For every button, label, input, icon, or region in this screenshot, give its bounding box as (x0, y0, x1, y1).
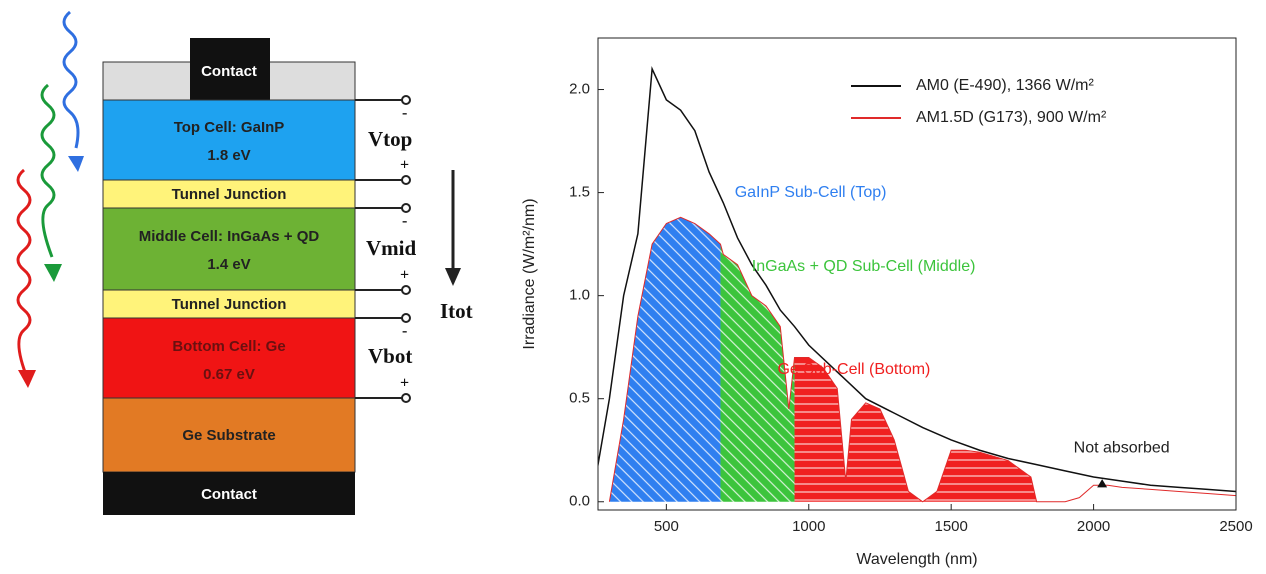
layer-label: Tunnel Junction (172, 186, 287, 203)
sub-cell-area (794, 357, 1037, 502)
layer-label: Middle Cell: InGaAs + QD (139, 228, 320, 245)
y-axis-label: Irradiance (W/m²/nm) (521, 198, 538, 349)
x-tick-label: 2000 (1077, 518, 1110, 535)
layer-label: Tunnel Junction (172, 296, 287, 313)
light-ray (16, 168, 32, 381)
series-line (598, 66, 1236, 493)
light-ray (62, 10, 80, 149)
tunnel-junction (102, 289, 356, 319)
terminals (355, 95, 411, 403)
x-tick-label: 2500 (1219, 518, 1252, 535)
current-label: Itot (440, 299, 473, 323)
region-label: GaInP Sub-Cell (Top) (735, 184, 887, 201)
minus-sign: - (402, 213, 407, 230)
minus-sign: - (402, 105, 407, 122)
plus-sign: + (400, 157, 409, 174)
layer-energy: 0.67 eV (203, 366, 255, 383)
y-tick-label: 1.5 (569, 184, 590, 201)
bottom-cell (102, 317, 356, 399)
x-axis-label: Wavelength (nm) (856, 551, 977, 568)
sub-cell-area (609, 217, 721, 502)
legend-label: AM0 (E-490), 1366 W/m² (916, 77, 1095, 94)
layer-label: Bottom Cell: Ge (172, 338, 285, 355)
layer-label: Top Cell: GaInP (174, 119, 285, 136)
layer-energy: 1.4 eV (207, 256, 250, 273)
annotation-arrow (1097, 479, 1108, 488)
x-tick-label: 1000 (792, 518, 825, 535)
terminal (401, 393, 411, 403)
y-tick-label: 1.0 (569, 287, 590, 304)
light-ray (40, 83, 56, 258)
middle-cell (102, 207, 356, 291)
spectrum-chart: 0.0 0.5 1.0 1.5 2.0 500 1000 1500 2000 2500 Wavele… (521, 37, 1253, 568)
y-tick-label: 0.0 (569, 493, 590, 510)
layer-label: Ge Substrate (182, 427, 275, 444)
x-tick-label: 1500 (934, 518, 967, 535)
region-label: InGaAs + QD Sub-Cell (Middle) (752, 258, 976, 275)
y-tick-label: 0.5 (569, 390, 590, 407)
y-tick-label: 2.0 (569, 80, 590, 97)
series-line (608, 216, 1236, 503)
voltage-label: Vmid (366, 236, 416, 260)
cell-diagram: Contact Top Cell: GaInP 1.8 eV Tunnel Ju… (16, 10, 473, 515)
substrate (102, 397, 356, 473)
top-cell (102, 99, 356, 181)
layer-energy: 1.8 eV (207, 147, 250, 164)
terminal (401, 95, 411, 105)
layer-label: Contact (201, 486, 257, 503)
terminal (401, 285, 411, 295)
contact-tab (190, 38, 270, 100)
arrow-head (44, 264, 62, 282)
arrow-head (68, 156, 84, 172)
plus-sign: + (400, 267, 409, 284)
tunnel-junction (102, 179, 356, 209)
sub-cell-area (720, 244, 795, 502)
voltage-label: Vtop (368, 127, 412, 151)
terminal (401, 203, 411, 213)
arrow-head (445, 268, 461, 286)
contact-layer (103, 472, 355, 515)
layer-label: Contact (201, 63, 257, 80)
voltage-label: Vbot (368, 344, 412, 368)
x-tick-label: 500 (654, 518, 679, 535)
plot-frame (597, 37, 1237, 511)
plus-sign: + (400, 375, 409, 392)
minus-sign: - (402, 323, 407, 340)
region-label: Ge Sub-Cell (Bottom) (777, 361, 930, 378)
legend-label: AM1.5D (G173), 900 W/m² (916, 109, 1107, 126)
annotation: Not absorbed (1074, 439, 1170, 456)
arrow-head (18, 370, 36, 388)
terminal (401, 175, 411, 185)
terminal (401, 313, 411, 323)
